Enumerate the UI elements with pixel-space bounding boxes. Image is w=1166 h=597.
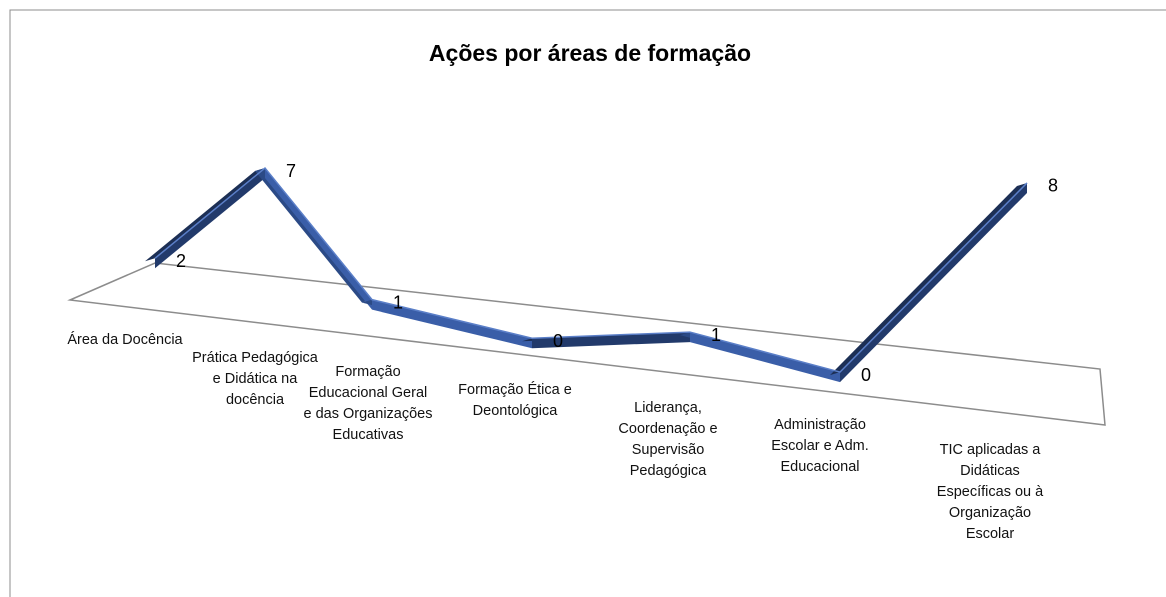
ribbon-face: [690, 332, 840, 383]
chart-border: [9, 9, 1166, 597]
data-label: 0: [553, 331, 563, 351]
x-tick-label: TIC aplicadas a Didáticas Específicas ou…: [936, 442, 1044, 542]
ribbon-side: [145, 168, 265, 262]
data-label: 1: [393, 292, 403, 312]
data-label: 8: [1048, 176, 1058, 196]
x-tick-label: Administração Escolar e Adm. Educacional: [771, 417, 869, 475]
data-label: 1: [711, 325, 721, 345]
ribbon-face: [265, 168, 372, 310]
x-tick-label: Área da Docência: [67, 332, 183, 348]
floor: [67, 262, 1106, 426]
data-label: 2: [176, 251, 186, 271]
x-tick-label: Formação Ética e Deontológica: [458, 382, 572, 419]
data-label: 7: [286, 161, 296, 181]
x-tick-label: Formação Educacional Geral e das Organiz…: [303, 364, 433, 443]
line: [154, 166, 1028, 373]
x-tick-label: Liderança, Coordenação e Supervisão Peda…: [618, 400, 718, 479]
ribbon-face: [155, 168, 265, 269]
data-label: 0: [861, 365, 871, 385]
chart-title: Ações por áreas de formação: [428, 40, 752, 66]
ribbon-side: [830, 182, 1027, 376]
x-tick-label: Prática Pedagógica e Didática na docênci…: [192, 350, 318, 408]
ribbon-face: [372, 299, 532, 349]
ribbon-face: [532, 332, 690, 349]
ribbon-face: [840, 182, 1027, 383]
